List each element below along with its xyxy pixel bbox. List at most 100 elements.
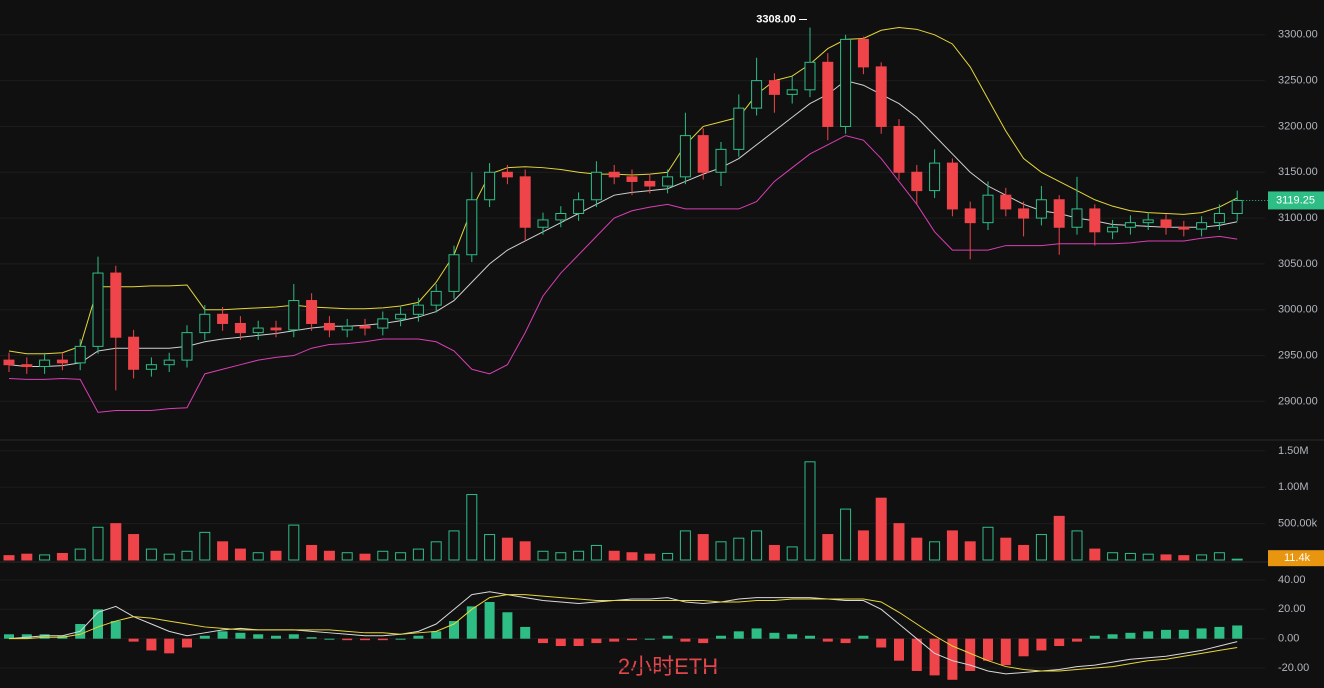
candle-body	[484, 171, 496, 201]
volume-bar	[644, 553, 656, 561]
volume-bar	[110, 523, 122, 561]
candle-body	[395, 313, 407, 320]
candle-body	[199, 313, 211, 334]
volume-bar	[1018, 544, 1030, 561]
macd-bar	[751, 628, 762, 639]
volume-bar	[448, 530, 460, 561]
candle-body	[1035, 199, 1047, 219]
volume-bar	[217, 541, 229, 561]
y-tick-label: 2950.00	[1278, 349, 1318, 361]
volume-bar	[466, 494, 478, 561]
macd-bar	[395, 638, 406, 640]
candle-body	[341, 325, 353, 331]
volume-bar	[1000, 537, 1012, 561]
volume-bar	[252, 552, 264, 561]
macd-bar	[217, 631, 228, 639]
indicator-line	[8, 135, 1238, 413]
candle-body	[786, 89, 798, 95]
macd-bar	[1036, 638, 1047, 651]
candle-body	[234, 322, 246, 334]
volume-bar	[323, 550, 335, 561]
y-tick-label: 3050.00	[1278, 258, 1318, 270]
volume-bar	[893, 523, 905, 561]
candle-body	[857, 38, 869, 68]
last-price-label: 3119.25	[1276, 194, 1315, 206]
macd-bar	[1196, 628, 1207, 639]
candle-body	[1231, 199, 1243, 215]
candle-body	[412, 304, 424, 315]
macd-bar	[164, 638, 175, 654]
y-tick-label: 3200.00	[1278, 120, 1318, 132]
macd-bar	[822, 638, 833, 642]
volume-bar	[359, 553, 371, 561]
macd-bar	[538, 638, 548, 644]
volume-bar	[341, 552, 353, 561]
volume-bar	[964, 541, 976, 561]
candle-body	[715, 148, 727, 173]
volume-bar	[288, 524, 300, 561]
candle-body	[1142, 219, 1154, 224]
macd-bar	[787, 634, 798, 639]
candle-body	[537, 219, 549, 228]
last-price-box	[1268, 191, 1324, 210]
volume-bar	[697, 534, 709, 561]
indicator-line	[8, 80, 1238, 368]
macd-bar	[1125, 632, 1136, 639]
candle-body	[163, 359, 175, 366]
macd-bar	[876, 638, 887, 648]
volume-bar	[1160, 554, 1172, 561]
indicator-line	[9, 594, 1238, 672]
volume-bar	[21, 553, 33, 561]
volume-bar	[626, 552, 638, 561]
candle-body	[751, 80, 763, 109]
candle-body	[1107, 226, 1119, 233]
macd-bar	[644, 638, 655, 640]
macd-bar	[680, 638, 691, 642]
volume-bar	[1178, 555, 1190, 561]
macd-bar	[449, 621, 459, 639]
macd-bar	[662, 635, 673, 639]
macd-bar	[288, 634, 299, 639]
macd-bar	[1161, 629, 1171, 639]
y-tick-label: 500.00k	[1278, 518, 1318, 530]
candle-body	[1124, 222, 1136, 228]
candle-body	[911, 171, 923, 192]
volume-bar	[982, 526, 994, 561]
macd-bar	[716, 635, 726, 639]
macd-bar	[911, 638, 922, 671]
volume-bar	[145, 548, 157, 561]
macd-bar	[39, 634, 50, 639]
volume-bar	[39, 554, 51, 561]
macd-bar	[1072, 638, 1082, 642]
volume-bar	[56, 552, 68, 561]
macd-bar	[128, 638, 139, 642]
y-tick-label: 1.00M	[1278, 481, 1309, 493]
volume-bar	[840, 508, 852, 561]
macd-bar	[342, 638, 353, 641]
candle-body	[946, 162, 958, 210]
candle-body	[448, 254, 460, 292]
y-tick-label: 3300.00	[1278, 29, 1318, 41]
volume-bar	[537, 550, 549, 561]
volume-bar	[715, 541, 727, 561]
last-volume-box	[1268, 550, 1324, 567]
volume-bar	[804, 461, 816, 561]
volume-bar	[929, 541, 941, 561]
candle-body	[39, 359, 51, 368]
candle-body	[1160, 219, 1172, 228]
volume-bar	[3, 555, 15, 561]
macd-bar	[199, 635, 210, 639]
indicator-line	[8, 26, 1238, 355]
volume-bar	[751, 530, 763, 561]
candle-body	[840, 38, 852, 127]
candle-body	[555, 213, 567, 221]
volume-bar	[733, 537, 745, 561]
volume-bar	[1053, 515, 1065, 561]
macd-bar	[733, 631, 744, 639]
macd-bar	[965, 638, 976, 671]
candle-body	[1213, 213, 1225, 224]
macd-bar	[840, 638, 851, 644]
macd-bar	[466, 606, 477, 639]
y-tick-label: 3150.00	[1278, 166, 1318, 178]
